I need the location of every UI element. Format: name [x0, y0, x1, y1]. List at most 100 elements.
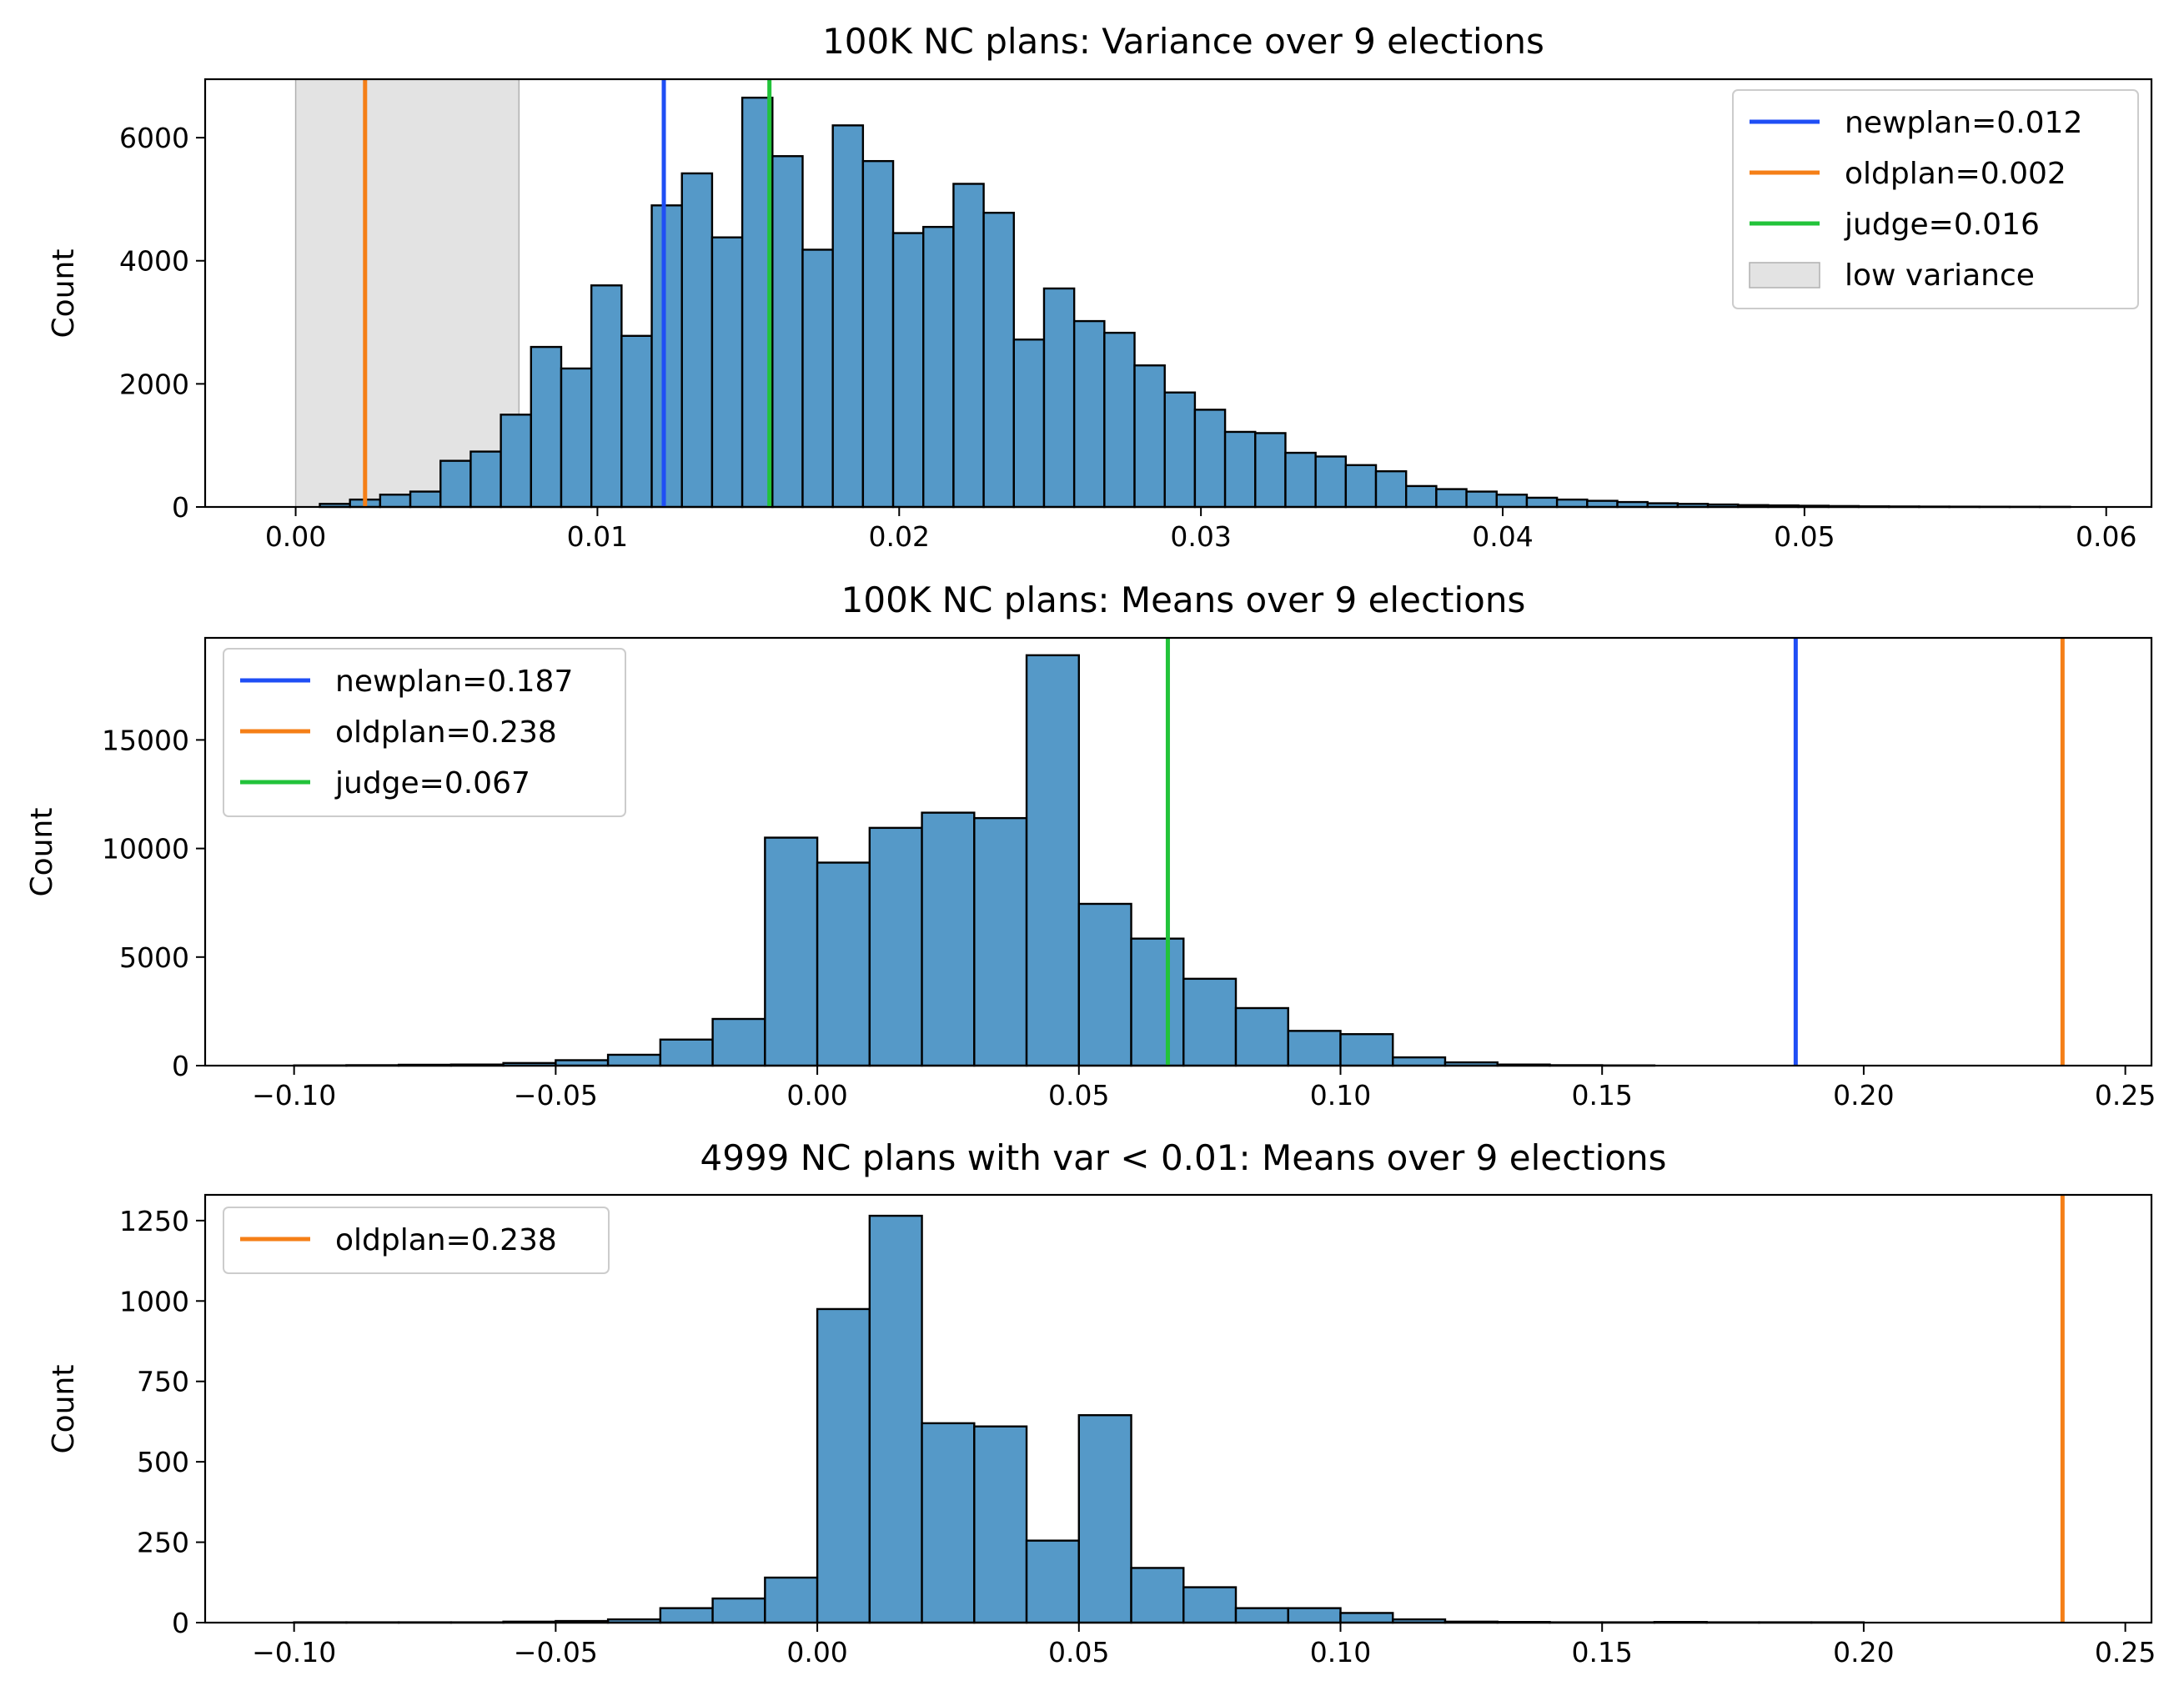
histogram-bar [1525, 496, 1559, 509]
y-axis-label: Count [47, 249, 81, 339]
x-tick-label: 0.15 [1571, 1079, 1632, 1111]
y-tick-label: 15000 [102, 724, 189, 756]
x-tick-label: 0.04 [1472, 520, 1533, 553]
x-tick-label: 0.00 [265, 520, 326, 553]
histogram-bar [1072, 319, 1106, 509]
plot-area-means-low-variance: −0.10 −0.05 0.00 0.05 0.10 0.15 0.20 0.25 0 250 50… [119, 1193, 2156, 1668]
histogram-bar [921, 811, 976, 1067]
y-axis-label: Count [47, 1365, 81, 1454]
histogram-bar [1103, 331, 1136, 509]
histogram-bar [1077, 902, 1132, 1067]
plot-area-variance: 0.00 0.01 0.02 0.03 0.04 0.05 0.06 0 2000 4000 600… [119, 78, 2153, 553]
y-tick-label: 750 [137, 1366, 189, 1398]
histogram-bar [1234, 1006, 1289, 1067]
histogram-bar [500, 414, 533, 509]
histogram-bar [771, 155, 804, 509]
histogram-bar [409, 490, 442, 509]
histogram-bar [922, 225, 955, 509]
histogram-bar [560, 367, 593, 509]
x-tick-label: 0.10 [1310, 1636, 1371, 1668]
axes-frame [203, 636, 2153, 1067]
histogram-bar [982, 211, 1015, 509]
legend-box [223, 1207, 610, 1274]
y-tick-label: 500 [137, 1446, 189, 1478]
histogram-bar [1555, 498, 1589, 509]
y-tick-label: 5000 [119, 941, 189, 974]
histogram-bar [1182, 1586, 1238, 1624]
chart-title: 100K NC plans: Means over 9 elections [841, 580, 1526, 620]
histogram-bar [1193, 409, 1227, 509]
histogram-bar [1025, 654, 1080, 1067]
panel-variance: 100K NC plans: Variance over 9 elections… [47, 21, 2153, 553]
y-tick-label: 0 [172, 1607, 189, 1639]
histogram-bar [530, 345, 563, 509]
histogram-bar [1223, 430, 1257, 509]
histogram-bar [1182, 977, 1238, 1067]
histogram-bar [1284, 451, 1317, 509]
axes-frame [203, 78, 2153, 509]
histogram-bar [1495, 494, 1529, 509]
x-tick-label: 0.03 [1170, 520, 1231, 553]
legend-label: newplan=0.012 [1845, 106, 2082, 140]
panel-means-low-variance: 4999 NC plans with var < 0.01: Means ove… [47, 1137, 2156, 1668]
legend: oldplan=0.238 [223, 1207, 610, 1274]
histogram-bar [710, 236, 744, 509]
histogram-bar [1077, 1414, 1132, 1624]
histogram-bar [1287, 1030, 1342, 1067]
histogram-bar [1130, 1567, 1185, 1624]
histogram-bar [1163, 391, 1197, 509]
y-tick-label: 1250 [119, 1205, 189, 1237]
legend: newplan=0.012 oldplan=0.002 judge=0.016 low… [1732, 89, 2139, 309]
histogram-bar [659, 1038, 714, 1067]
histogram-bar [1130, 937, 1185, 1067]
x-tick-label: 0.05 [1774, 520, 1835, 553]
x-tick-label: 0.10 [1310, 1079, 1371, 1111]
histogram-bar [1133, 364, 1166, 509]
legend-label: oldplan=0.002 [1845, 157, 2066, 191]
legend-label: oldplan=0.238 [335, 1223, 557, 1257]
x-tick-label: 0.05 [1048, 1079, 1109, 1111]
x-tick-label: 0.00 [786, 1079, 847, 1111]
histogram-bar [1234, 1607, 1289, 1624]
histogram-bar [1339, 1033, 1394, 1067]
histogram-bar [1042, 287, 1076, 509]
low-variance-span [294, 78, 520, 508]
x-tick-label: 0.00 [786, 1636, 847, 1668]
legend-box [223, 648, 626, 817]
histogram-bar [1392, 1056, 1447, 1067]
legend-swatch [1749, 262, 1820, 289]
histogram-bar [1314, 455, 1348, 509]
histogram-bar [921, 1422, 976, 1624]
histogram-bar [868, 1214, 923, 1624]
x-tick-label: 0.25 [2095, 1636, 2156, 1668]
x-tick-label: 0.05 [1048, 1636, 1109, 1668]
x-tick-label: 0.01 [567, 520, 628, 553]
histogram-bar [816, 1307, 871, 1624]
y-tick-label: 250 [137, 1527, 189, 1559]
histogram-bar [861, 159, 895, 509]
histogram-bar [868, 826, 923, 1067]
histogram-bar [1405, 484, 1438, 509]
y-tick-label: 0 [172, 1050, 189, 1082]
y-tick-label: 1000 [119, 1285, 189, 1317]
histogram-bar [801, 248, 834, 509]
y-tick-label: 0 [172, 491, 189, 524]
legend-label: oldplan=0.238 [335, 715, 557, 750]
x-tick-label: −0.05 [514, 1636, 598, 1668]
y-tick-label: 10000 [102, 833, 189, 866]
histogram-bar [620, 334, 653, 509]
histogram-bar [891, 232, 925, 509]
plot-area-means-all: −0.10 −0.05 0.00 0.05 0.10 0.15 0.20 0.25 0 5000 1… [102, 636, 2156, 1111]
histogram-bar [1025, 1539, 1080, 1624]
legend-label: low variance [1845, 258, 2035, 293]
histogram-bar [1254, 432, 1287, 509]
x-tick-label: −0.05 [514, 1079, 598, 1111]
histogram-bar [973, 1425, 1028, 1624]
legend-label: newplan=0.187 [335, 665, 573, 699]
histogram-bar [973, 816, 1028, 1067]
x-tick-label: 0.15 [1571, 1636, 1632, 1668]
histogram-bar [711, 1597, 766, 1624]
histogram-bar [1465, 490, 1498, 509]
y-tick-label: 4000 [119, 245, 189, 278]
